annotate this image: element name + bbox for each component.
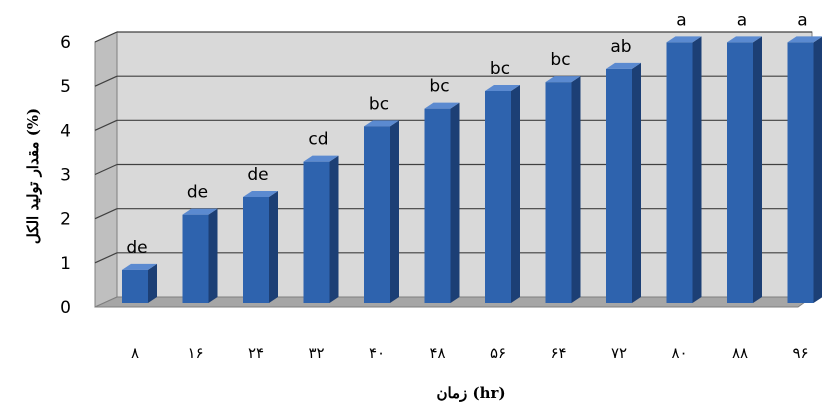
y-tick-label: 1 [60,254,71,274]
bar [303,155,339,303]
bar-front [303,161,330,303]
bar [545,76,581,304]
bar-top [243,191,278,197]
x-tick-label: ۳۲ [308,344,324,362]
bar-top [727,36,762,43]
data-label: a [676,10,686,30]
bar-top [787,36,822,43]
bar-side [632,62,641,303]
bar-side [692,36,702,304]
bar-front [485,91,511,303]
bar-front [666,42,693,304]
bar-top [364,120,399,127]
bar-top [606,62,641,69]
gridline-depth [94,208,118,220]
data-label: bc [369,94,389,114]
bar-top [122,263,157,270]
y-tick-label: 2 [60,210,71,230]
bar-side [753,36,762,304]
bar-front [243,197,269,303]
data-labels: de de de cd bc bc bc bc ab a a a [126,10,807,257]
bar [182,208,218,303]
y-tick-label: 3 [60,166,71,186]
gridline-depth [94,252,118,264]
bar-top [485,85,520,91]
bar-top [424,102,460,109]
gridline-depth [94,75,118,87]
bar-front [364,126,390,303]
data-label: a [797,10,807,30]
bar-side [148,263,157,303]
gridline-depth [94,119,118,131]
bar-side [571,76,581,304]
bar-side [450,102,460,304]
bar [606,62,641,304]
x-tick-label: ۱۶ [187,344,203,362]
bar-front [545,82,572,304]
x-tick-label: ۶۴ [550,344,566,362]
bar [787,36,822,304]
y-axis-title: مقدار تولید الکل (%) [24,108,42,244]
x-tick-label: ۲۴ [248,344,264,362]
bar-front [606,68,632,304]
bar-top [303,155,339,162]
x-tick-label: ۸۰ [671,344,687,362]
bar-side [511,85,520,303]
data-label: cd [308,130,328,150]
bar [122,263,157,303]
bar-top [545,76,581,83]
bar-front [787,42,814,304]
bar [243,191,278,303]
x-axis-title: زمان (hr) [436,384,505,402]
bar-front [182,214,209,303]
bar-front [424,108,451,304]
x-tick-label: ۵۶ [490,344,506,362]
bar-front [727,42,753,304]
bar [485,85,520,303]
y-tick-label: 0 [60,298,71,318]
bar-side [329,155,339,303]
x-tick-label: ۸۸ [732,344,748,362]
data-label: bc [429,77,449,97]
bar-side [390,120,399,303]
x-tick-label: ۹۶ [792,344,808,362]
gridline-depth [94,31,118,43]
data-label: a [737,10,747,30]
y-tick-label: 4 [60,121,71,141]
x-tick-labels: ۸ ۱۶ ۲۴ ۳۲ ۴۰ ۴۸ ۵۶ ۶۴ ۷۲ ۸۰ ۸۸ ۹۶ [131,344,809,362]
data-label: ab [610,37,631,57]
bar-side [269,191,278,303]
gridline-depth [94,163,118,176]
x-tick-label: ۴۰ [369,344,385,362]
x-tick-label: ۸ [131,344,139,362]
x-tick-label: ۴۸ [429,344,445,362]
data-label: de [187,183,208,203]
bar-side [813,36,822,303]
x-tick-label: ۷۲ [611,344,627,362]
bar [727,36,762,304]
bar-front [122,269,148,303]
bar [424,102,460,304]
bars [122,36,822,304]
y-tick-label: 5 [60,77,71,97]
data-label: bc [490,59,510,79]
bar-top [666,36,702,43]
y-tick-labels: 0 1 2 3 4 5 6 [60,33,71,318]
bar-side [208,208,218,303]
bar [666,36,702,304]
bar [364,120,399,303]
bar-top [182,208,218,215]
y-tick-label: 6 [60,33,71,53]
data-label: de [126,238,147,258]
data-label: de [247,165,268,185]
data-label: bc [550,50,570,70]
